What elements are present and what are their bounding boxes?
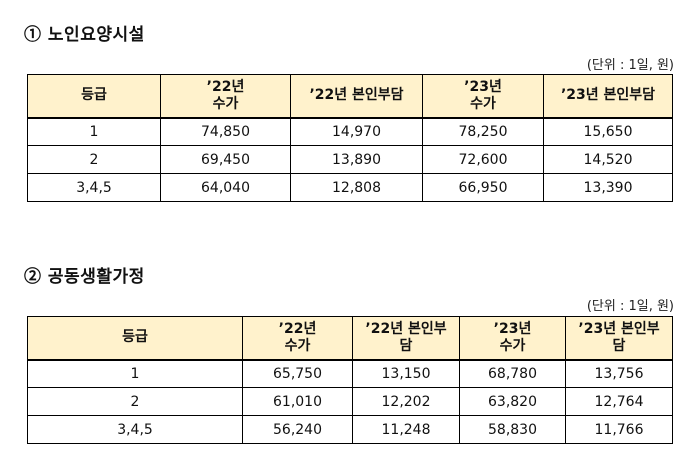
header-2022-copay: ’22년 본인부 담 bbox=[352, 316, 460, 360]
table-row: 3,4,5 64,040 12,808 66,950 13,390 bbox=[27, 173, 673, 202]
cell-2022-fee: 69,450 bbox=[160, 145, 291, 174]
table-row: 1 74,850 14,970 78,250 15,650 bbox=[27, 117, 673, 146]
fee-table-nursing-facility: 등급 ’22년 수가 ’22년 본인부담 ’23년 수가 ’23년 본인부담 1… bbox=[27, 74, 673, 202]
header-2023-copay: ’23년 본인부담 bbox=[543, 74, 673, 118]
unit-note: (단위 : 1일, 원) bbox=[586, 299, 674, 314]
cell-grade: 3,4,5 bbox=[27, 173, 161, 202]
cell-2023-fee: 66,950 bbox=[422, 173, 544, 202]
cell-2023-copay: 15,650 bbox=[543, 117, 673, 146]
cell-2022-copay: 13,150 bbox=[352, 359, 460, 388]
header-2022-copay: ’22년 본인부담 bbox=[290, 74, 423, 118]
table-row: 1 65,750 13,150 68,780 13,756 bbox=[27, 359, 673, 388]
table-row: 2 69,450 13,890 72,600 14,520 bbox=[27, 145, 673, 174]
cell-2022-copay: 13,890 bbox=[290, 145, 423, 174]
table-header-row: 등급 ’22년 수가 ’22년 본인부담 ’23년 수가 ’23년 본인부담 bbox=[27, 74, 673, 118]
table-row: 3,4,5 56,240 11,248 58,830 11,766 bbox=[27, 415, 673, 444]
cell-grade: 1 bbox=[27, 117, 161, 146]
cell-2023-copay: 13,390 bbox=[543, 173, 673, 202]
cell-2022-copay: 12,202 bbox=[352, 387, 460, 416]
section-title-nursing-facility: ① 노인요양시설 bbox=[24, 25, 145, 45]
cell-2023-fee: 63,820 bbox=[459, 387, 566, 416]
cell-2023-fee: 68,780 bbox=[459, 359, 566, 388]
table-header-row: 등급 ’22년 수가 ’22년 본인부 담 ’23년 수가 ’23년 본인부 담 bbox=[27, 316, 673, 360]
cell-2022-fee: 74,850 bbox=[160, 117, 291, 146]
fee-table-group-home: 등급 ’22년 수가 ’22년 본인부 담 ’23년 수가 ’23년 본인부 담… bbox=[27, 316, 673, 444]
cell-2022-fee: 56,240 bbox=[242, 415, 353, 444]
cell-grade: 2 bbox=[27, 387, 243, 416]
cell-grade: 2 bbox=[27, 145, 161, 174]
cell-2022-copay: 12,808 bbox=[290, 173, 423, 202]
table-row: 2 61,010 12,202 63,820 12,764 bbox=[27, 387, 673, 416]
header-grade: 등급 bbox=[27, 74, 161, 118]
cell-2022-copay: 14,970 bbox=[290, 117, 423, 146]
header-grade: 등급 bbox=[27, 316, 243, 360]
header-2023-copay: ’23년 본인부 담 bbox=[565, 316, 673, 360]
cell-2023-fee: 78,250 bbox=[422, 117, 544, 146]
cell-2022-fee: 65,750 bbox=[242, 359, 353, 388]
cell-grade: 3,4,5 bbox=[27, 415, 243, 444]
cell-2023-fee: 58,830 bbox=[459, 415, 566, 444]
cell-2023-copay: 13,756 bbox=[565, 359, 673, 388]
cell-2022-fee: 64,040 bbox=[160, 173, 291, 202]
cell-2023-copay: 11,766 bbox=[565, 415, 673, 444]
cell-2022-copay: 11,248 bbox=[352, 415, 460, 444]
cell-2023-copay: 12,764 bbox=[565, 387, 673, 416]
cell-2023-copay: 14,520 bbox=[543, 145, 673, 174]
header-2023-fee: ’23년 수가 bbox=[459, 316, 566, 360]
header-2023-fee: ’23년 수가 bbox=[422, 74, 544, 118]
unit-note: (단위 : 1일, 원) bbox=[586, 58, 674, 73]
cell-grade: 1 bbox=[27, 359, 243, 388]
header-2022-fee: ’22년 수가 bbox=[242, 316, 353, 360]
cell-2022-fee: 61,010 bbox=[242, 387, 353, 416]
header-2022-fee: ’22년 수가 bbox=[160, 74, 291, 118]
cell-2023-fee: 72,600 bbox=[422, 145, 544, 174]
section-title-group-home: ② 공동생활가정 bbox=[24, 267, 145, 287]
